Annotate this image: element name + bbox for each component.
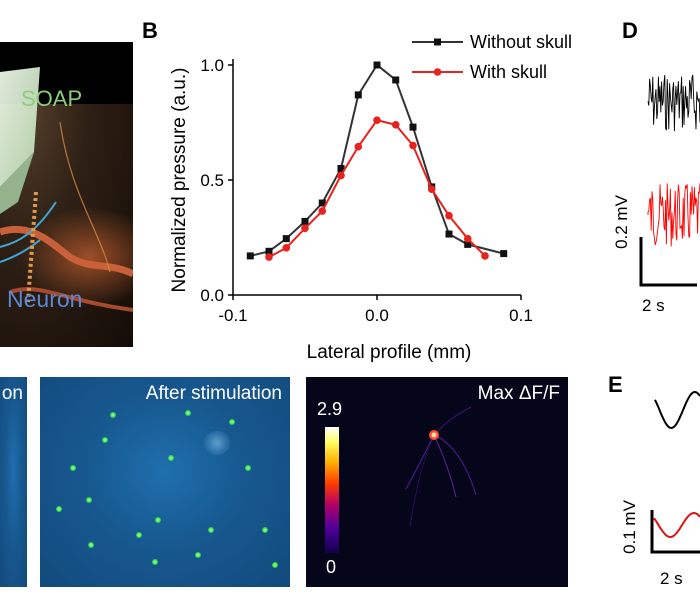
before-stimulation-image: on bbox=[0, 377, 27, 587]
y-tick-label: 1.0 bbox=[200, 56, 224, 75]
data-point-with-skull bbox=[373, 116, 381, 124]
data-point-without-skull bbox=[392, 76, 400, 84]
data-point-without-skull bbox=[464, 240, 472, 248]
colorbar-max: 2.9 bbox=[317, 399, 343, 419]
x-tick-label: -0.1 bbox=[218, 306, 247, 325]
data-point-with-skull bbox=[354, 142, 363, 151]
data-point-without-skull bbox=[337, 165, 345, 172]
data-point-with-skull bbox=[318, 207, 327, 215]
fluorescent-cell bbox=[70, 465, 76, 471]
data-point-without-skull bbox=[354, 91, 362, 99]
sine-trace-black bbox=[654, 390, 700, 430]
fluorescent-cell bbox=[208, 527, 214, 533]
neuron-process bbox=[59, 121, 111, 273]
fluorescent-cell bbox=[56, 506, 62, 512]
data-point-without-skull bbox=[373, 61, 381, 69]
data-point-with-skull bbox=[463, 234, 472, 243]
x-tick-label: 0.0 bbox=[365, 306, 389, 325]
y-tick-label: 0.5 bbox=[200, 171, 224, 190]
panel-letter-d: D bbox=[622, 18, 638, 43]
neuron-process bbox=[0, 201, 57, 248]
fluorescent-cell bbox=[88, 542, 94, 548]
data-point-without-skull bbox=[282, 235, 290, 243]
data-point-with-skull bbox=[337, 171, 345, 180]
panel-d-scale-v: 0.2 mV bbox=[612, 195, 631, 249]
fluorescent-cell bbox=[185, 410, 191, 416]
before-label: on bbox=[1, 383, 23, 404]
max-dff-image: Max ΔF/F 2.9 0 bbox=[306, 377, 568, 587]
fluorescent-cell bbox=[102, 437, 108, 443]
fluorescent-cell bbox=[262, 527, 268, 533]
data-point-with-skull bbox=[445, 211, 453, 220]
data-point-without-skull bbox=[318, 199, 326, 207]
neuron-process bbox=[0, 239, 41, 263]
transducer-side bbox=[0, 152, 34, 214]
neuron-label: Neuron bbox=[7, 286, 83, 312]
data-point-with-skull bbox=[427, 185, 436, 193]
fluorescent-cell bbox=[229, 419, 235, 425]
neuron-process bbox=[0, 225, 133, 278]
legend-marker bbox=[434, 38, 441, 46]
panel-e-scale-t: 2 s bbox=[660, 569, 683, 588]
fluorescent-cell bbox=[272, 562, 278, 568]
panel-d-scalebar bbox=[639, 237, 697, 287]
data-point-without-skull bbox=[265, 247, 273, 255]
fluorescent-cell bbox=[152, 559, 158, 565]
fluorescent-cell bbox=[110, 412, 116, 418]
active-neuron bbox=[405, 406, 477, 528]
legend-label: Without skull bbox=[470, 32, 572, 52]
panel-e-scalebar bbox=[650, 510, 700, 554]
colorbar bbox=[325, 427, 339, 553]
y-axis-label: Normalized pressure (a.u.) bbox=[169, 68, 190, 293]
data-point-with-skull bbox=[391, 121, 400, 129]
legend-marker bbox=[433, 68, 442, 76]
fluorescent-cell bbox=[86, 497, 92, 503]
cell-cluster bbox=[204, 431, 230, 455]
panel-e-scale-v: 0.1 mV bbox=[620, 500, 639, 554]
after-stimulation-label: After stimulation bbox=[145, 383, 282, 404]
data-point-with-skull bbox=[409, 141, 417, 150]
data-point-with-skull bbox=[282, 244, 291, 252]
panel-a-illustration: SOAP Neuron bbox=[0, 42, 133, 347]
trace-without-skull bbox=[647, 74, 700, 132]
series-line bbox=[250, 63, 504, 257]
panel-a-art bbox=[0, 67, 133, 312]
transducer-face bbox=[0, 67, 40, 187]
panel-e-traces bbox=[650, 390, 700, 554]
fluorescent-cell bbox=[245, 465, 251, 471]
data-point-without-skull bbox=[500, 250, 508, 258]
trace-with-skull bbox=[647, 183, 700, 247]
data-point-with-skull bbox=[481, 252, 489, 260]
x-tick-label: 0.1 bbox=[509, 306, 533, 325]
x-axis-label: Lateral profile (mm) bbox=[307, 342, 472, 363]
data-point-with-skull bbox=[301, 224, 309, 233]
data-point-without-skull bbox=[301, 217, 309, 225]
legend-label: With skull bbox=[470, 62, 547, 82]
fluorescent-cell bbox=[155, 517, 161, 523]
sine-trace-red bbox=[653, 511, 700, 539]
colorbar-min: 0 bbox=[326, 557, 337, 577]
soap-label: SOAP bbox=[21, 86, 83, 111]
data-point-without-skull bbox=[409, 123, 417, 131]
panel-d-scale-t: 2 s bbox=[642, 296, 665, 315]
fluorescent-cell bbox=[136, 532, 142, 538]
fluorescent-cell bbox=[168, 455, 174, 461]
panel-letter-b: B bbox=[142, 18, 158, 43]
panel-letter-e: E bbox=[608, 372, 623, 397]
after-stimulation-image: After stimulation bbox=[40, 377, 290, 587]
panel-d-traces bbox=[639, 74, 700, 287]
neuron-process bbox=[9, 287, 133, 312]
dotted-fiber bbox=[26, 191, 38, 303]
fluorescent-cell bbox=[195, 552, 201, 558]
data-point-without-skull bbox=[445, 230, 453, 238]
max-dff-label: Max ΔF/F bbox=[477, 383, 560, 404]
y-tick-label: 0.0 bbox=[200, 286, 224, 305]
data-point-without-skull bbox=[246, 252, 254, 260]
data-point-with-skull bbox=[265, 253, 273, 261]
